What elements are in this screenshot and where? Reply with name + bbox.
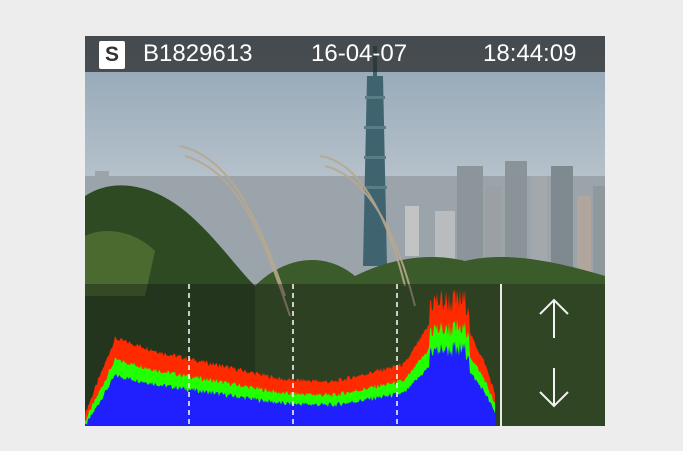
histogram-divider [500,284,502,426]
skyscraper [363,46,387,266]
camera-playback-screen: S B1829613 16-04-07 18:44:09 [85,36,605,426]
arrow-down-icon[interactable] [536,366,572,410]
capture-date: 16-04-07 [311,40,408,67]
image-id: B1829613 [143,40,253,67]
histogram-panel [85,284,605,426]
rgb-histogram [85,284,495,426]
city-skyline [85,161,605,286]
shooting-mode-badge: S [99,41,125,69]
info-bar: S B1829613 16-04-07 18:44:09 [85,36,605,72]
blue-channel [85,341,495,426]
scroll-controls [502,284,605,426]
capture-time: 18:44:09 [483,40,577,67]
arrow-up-icon[interactable] [536,296,572,340]
